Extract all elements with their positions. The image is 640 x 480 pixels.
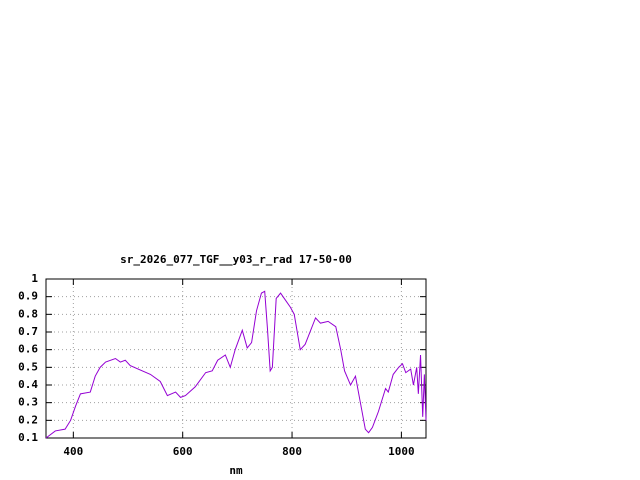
y-tick-label: 0.6 <box>18 343 38 356</box>
y-tick-label: 0.4 <box>18 378 38 391</box>
x-tick-label: 600 <box>173 445 193 458</box>
y-tick-label: 0.5 <box>18 360 38 373</box>
data-line <box>45 290 427 439</box>
x-tick-label: 1000 <box>388 445 415 458</box>
y-tick-label: 0.3 <box>18 396 38 409</box>
y-tick-label: 0.1 <box>18 431 38 444</box>
x-tick-label: 800 <box>282 445 302 458</box>
y-tick-label: 0.2 <box>18 413 38 426</box>
plot-border <box>45 278 427 439</box>
y-tick-label: 1 <box>31 272 38 285</box>
y-tick-label: 0.7 <box>18 325 38 338</box>
y-tick-label: 0.8 <box>18 307 38 320</box>
x-axis-label: nm <box>229 464 243 477</box>
y-tick-label: 0.9 <box>18 290 38 303</box>
chart-title: sr_2026_077_TGF__y03_r_rad 17-50-00 <box>120 253 352 266</box>
x-tick-label: 400 <box>63 445 83 458</box>
